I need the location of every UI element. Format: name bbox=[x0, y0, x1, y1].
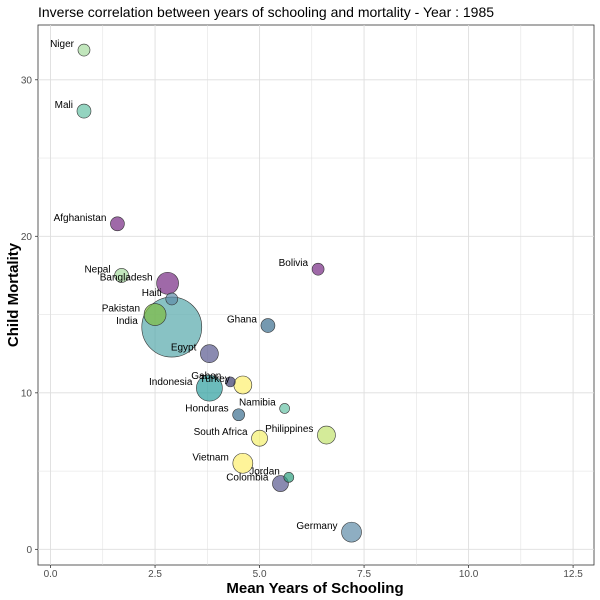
point-label: Egypt bbox=[171, 343, 197, 354]
point-label: Ghana bbox=[227, 315, 257, 326]
point-label: Turkey bbox=[200, 374, 230, 385]
x-tick-label: 0.0 bbox=[44, 569, 58, 580]
x-tick-label: 10.0 bbox=[459, 569, 479, 580]
point-label: Colombia bbox=[226, 473, 269, 484]
y-axis-title: Child Mortality bbox=[5, 242, 22, 347]
y-tick-label: 30 bbox=[21, 75, 33, 86]
x-tick-label: 12.5 bbox=[563, 569, 583, 580]
data-point bbox=[165, 292, 179, 306]
data-point bbox=[311, 262, 325, 276]
data-point bbox=[283, 472, 295, 483]
x-tick-label: 5.0 bbox=[253, 569, 267, 580]
y-tick-label: 0 bbox=[26, 545, 32, 556]
point-label: Namibia bbox=[239, 397, 276, 408]
point-label: Afghanistan bbox=[54, 213, 107, 224]
data-point bbox=[114, 268, 129, 283]
data-point bbox=[196, 374, 223, 402]
point-label: Mali bbox=[55, 100, 73, 111]
data-point bbox=[143, 303, 167, 326]
point-label: Philippines bbox=[265, 424, 313, 435]
point-label: Bolivia bbox=[279, 258, 309, 269]
point-label: Vietnam bbox=[192, 452, 229, 463]
data-point bbox=[341, 521, 362, 543]
point-label: Indonesia bbox=[149, 377, 193, 388]
x-axis-ticks: 0.0 2.5 5.0 7.5 10.0 12.5 bbox=[44, 565, 583, 580]
data-point bbox=[317, 425, 336, 445]
point-label: Gabon bbox=[191, 371, 221, 382]
data-point bbox=[251, 429, 268, 447]
data-point bbox=[279, 403, 290, 414]
point-label: Pakistan bbox=[102, 304, 140, 315]
y-tick-label: 10 bbox=[21, 388, 33, 399]
point-label: Haiti bbox=[142, 288, 162, 299]
data-point bbox=[225, 376, 236, 388]
y-tick-label: 20 bbox=[21, 232, 33, 243]
data-point bbox=[200, 344, 219, 363]
point-label: Niger bbox=[50, 39, 75, 50]
point-label: Germany bbox=[296, 521, 337, 532]
data-point bbox=[232, 408, 245, 422]
point-label: India bbox=[116, 316, 138, 327]
x-tick-label: 7.5 bbox=[357, 569, 371, 580]
point-label: Honduras bbox=[185, 404, 228, 415]
data-point bbox=[77, 43, 91, 57]
plot-panel bbox=[37, 24, 595, 566]
data-point bbox=[232, 452, 254, 474]
data-point bbox=[233, 375, 253, 395]
point-label: Bangladesh bbox=[100, 272, 153, 283]
data-point bbox=[110, 216, 125, 232]
data-point bbox=[76, 103, 92, 119]
point-label: Nepal bbox=[84, 264, 110, 275]
chart-title: Inverse correlation between years of sch… bbox=[38, 4, 494, 20]
point-label: Jordan bbox=[249, 466, 280, 477]
point-label: South Africa bbox=[194, 427, 248, 438]
x-tick-label: 2.5 bbox=[148, 569, 162, 580]
x-axis-title: Mean Years of Schooling bbox=[226, 580, 403, 597]
data-points bbox=[76, 43, 362, 543]
grid-lines bbox=[38, 25, 594, 565]
data-point bbox=[260, 318, 276, 333]
y-axis-ticks: 0 10 20 30 bbox=[21, 75, 38, 556]
